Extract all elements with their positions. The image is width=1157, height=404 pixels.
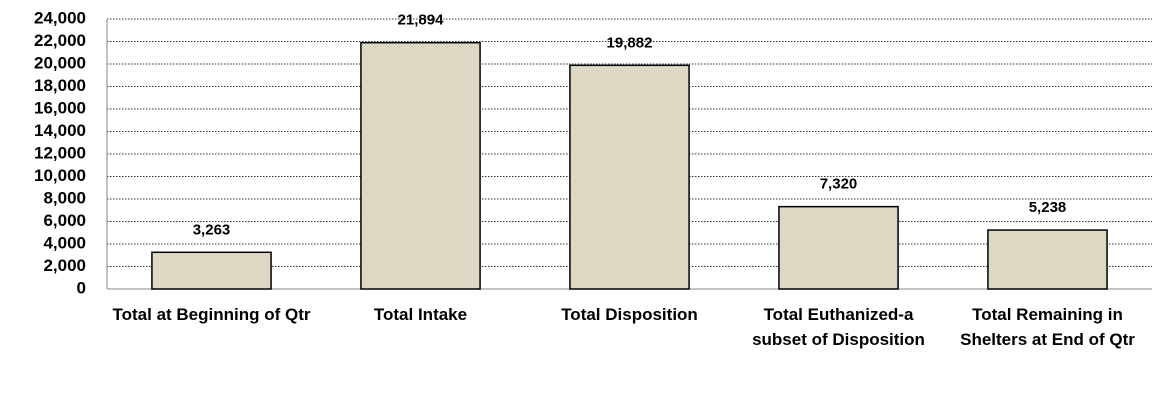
data-label: 5,238 (1029, 199, 1067, 216)
y-tick-label: 10,000 (34, 166, 86, 185)
data-label: 19,882 (607, 34, 653, 51)
bar (151, 251, 272, 290)
y-tick-label: 18,000 (34, 76, 86, 95)
x-tick-label: Total Intake (373, 305, 468, 324)
bar (778, 205, 899, 290)
data-label: 7,320 (820, 176, 858, 193)
y-tick-label: 12,000 (34, 143, 86, 162)
x-tick-label: Total Euthanized-a subset of Disposition (752, 305, 925, 349)
x-tick-label: Total Remaining in Shelters at End of Qt… (960, 305, 1135, 349)
y-tick-label: 16,000 (34, 98, 86, 117)
y-tick-label: 14,000 (34, 121, 86, 140)
y-tick-label: 24,000 (34, 8, 86, 27)
y-tick-label: 20,000 (34, 53, 86, 72)
bar (360, 41, 481, 290)
y-tick-label: 4,000 (43, 233, 86, 252)
data-label: 3,263 (193, 221, 231, 238)
y-tick-label: 2,000 (43, 256, 86, 275)
bar (569, 64, 690, 290)
y-tick-label: 22,000 (34, 31, 86, 50)
y-tick-label: 6,000 (43, 211, 86, 230)
y-tick-label: 8,000 (43, 188, 86, 207)
y-tick-label: 0 (77, 278, 86, 297)
x-tick-label: Total Disposition (561, 305, 698, 324)
bar (987, 229, 1108, 290)
data-label: 21,894 (398, 12, 445, 29)
x-tick-label: Total at Beginning of Qtr (112, 305, 311, 324)
